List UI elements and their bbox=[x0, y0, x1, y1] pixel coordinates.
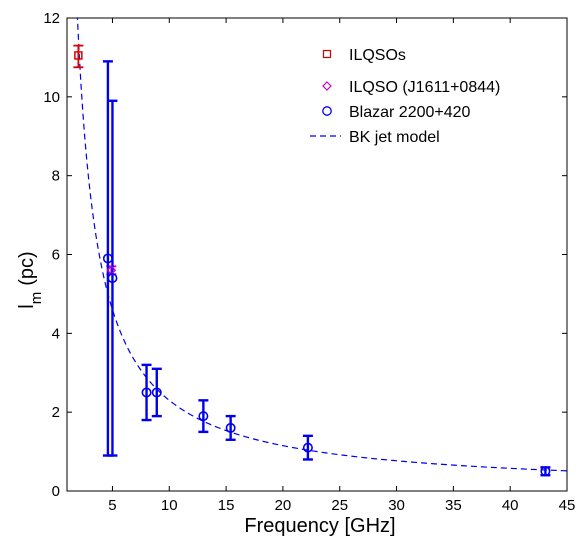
legend-label-ilqsos: ILQSOs bbox=[349, 47, 406, 64]
error-bar bbox=[73, 44, 84, 69]
y-tick-label: 10 bbox=[43, 89, 60, 106]
error-bar bbox=[302, 434, 313, 461]
x-tick-label: 40 bbox=[502, 497, 519, 514]
data-point-ilqso bbox=[74, 51, 83, 60]
y-tick-label: 8 bbox=[52, 168, 60, 185]
x-tick-label: 10 bbox=[161, 497, 178, 514]
legend-label-bk-model: BK jet model bbox=[349, 129, 440, 146]
y-tick-label: 4 bbox=[52, 325, 60, 342]
data-point-blazar bbox=[141, 387, 152, 398]
legend-label-j1611: ILQSO (J1611+0844) bbox=[349, 79, 500, 96]
error-bar bbox=[225, 414, 236, 441]
data-point-blazar bbox=[225, 422, 236, 433]
x-tick-label: 5 bbox=[108, 497, 116, 514]
y-tick-label: 6 bbox=[52, 247, 60, 264]
data-point-blazar bbox=[151, 387, 162, 398]
x-tick-label: 45 bbox=[559, 497, 576, 514]
data-point-blazar bbox=[102, 253, 113, 264]
x-tick-label: 15 bbox=[218, 497, 235, 514]
y-tick-label: 12 bbox=[43, 10, 60, 27]
legend-marker-j1611 bbox=[322, 81, 332, 91]
y-axis-label: lm (pc) bbox=[16, 251, 45, 308]
x-axis-label: Frequency [GHz] bbox=[244, 515, 395, 537]
data-point-blazar bbox=[198, 411, 209, 422]
model-layer bbox=[76, 18, 567, 472]
data-point-blazar bbox=[107, 273, 118, 284]
y-tick-label: 2 bbox=[52, 404, 60, 421]
y-axis-label-unit: (pc) bbox=[16, 251, 38, 285]
data-point-blazar bbox=[540, 466, 551, 477]
y-tick-label: 0 bbox=[52, 483, 60, 500]
x-tick-label: 20 bbox=[275, 497, 292, 514]
x-tick-label: 35 bbox=[445, 497, 462, 514]
error-bar bbox=[141, 363, 152, 422]
errorbar-layer bbox=[73, 44, 551, 477]
x-tick-label: 30 bbox=[388, 497, 405, 514]
y-axis-label-main: l bbox=[16, 304, 38, 308]
y-axis-label-subscript: m bbox=[28, 292, 45, 305]
error-bar bbox=[151, 367, 162, 418]
marker-layer bbox=[74, 51, 551, 477]
y-axis-ticks: 0 2 4 6 8 10 12 bbox=[43, 10, 567, 500]
legend-marker-ilqsos bbox=[322, 49, 332, 59]
legend-label-blazar: Blazar 2200+420 bbox=[349, 104, 471, 121]
bk-jet-model-curve bbox=[76, 18, 567, 472]
error-bar bbox=[198, 399, 209, 434]
legend-marker-blazar bbox=[322, 106, 332, 116]
legend: ILQSOs ILQSO (J1611+0844) Blazar 2200+42… bbox=[310, 47, 500, 146]
data-point-blazar bbox=[302, 442, 313, 453]
x-axis-ticks: 5 10 15 20 25 30 35 40 45 bbox=[108, 18, 575, 514]
error-bar bbox=[107, 99, 118, 457]
x-tick-label: 25 bbox=[331, 497, 348, 514]
